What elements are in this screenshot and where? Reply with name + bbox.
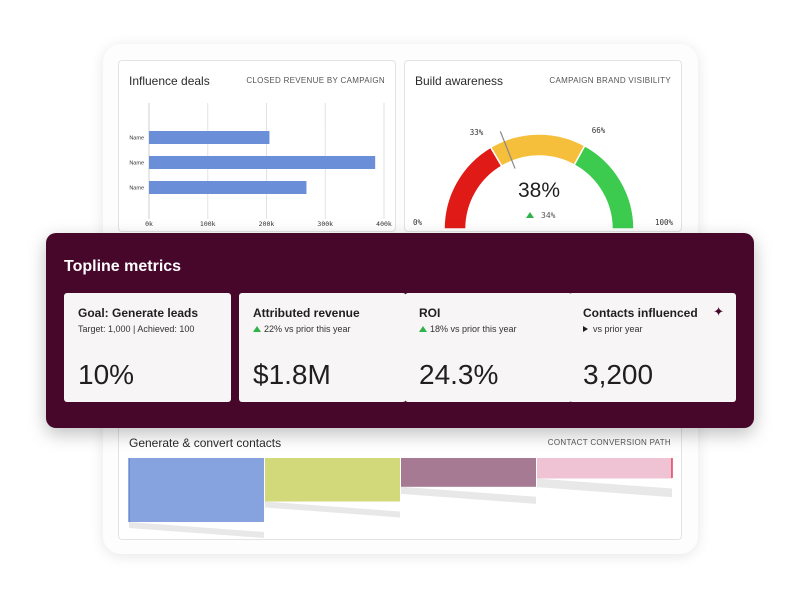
x-tick-label: 400k (376, 220, 392, 228)
trend-neutral-icon (583, 326, 588, 332)
influence-bar-chart: 0k 100k 200k 300k 400k Name Name Name (129, 103, 392, 228)
funnel-stage[interactable] (401, 458, 536, 487)
gauge-max-label: 100% (655, 218, 674, 227)
metric-subtext: 18% vs prior this year (419, 324, 517, 334)
metric-value: 24.3% (419, 359, 499, 390)
convert-contacts-subtitle: CONTACT CONVERSION PATH (547, 438, 671, 447)
build-awareness-title: Build awareness (415, 74, 504, 88)
gauge-value: 38% (518, 179, 560, 202)
metric-value: 3,200 (583, 359, 654, 390)
conversion-path-chart (128, 458, 673, 538)
gauge-delta: 34% (541, 211, 556, 220)
x-tick-label: 300k (317, 220, 333, 228)
trend-up-icon (419, 326, 427, 332)
metric-subtext-text: Target: 1,000 | Achieved: 100 (78, 324, 195, 334)
metric-label: Attributed revenue (253, 306, 360, 320)
x-tick-label: 200k (259, 220, 275, 228)
metric-card-contacts-influenced[interactable]: Contacts influenced ✦ vs prior year 3,20… (569, 293, 736, 402)
metric-label: Contacts influenced (583, 306, 698, 320)
gauge-band-label: 33% (470, 128, 484, 137)
build-awareness-subtitle: CAMPAIGN BRAND VISIBILITY (549, 76, 671, 85)
dropoff-band (537, 478, 672, 498)
convert-contacts-card: Generate & convert contacts CONTACT CONV… (118, 425, 682, 540)
gauge-band (489, 133, 586, 168)
bar[interactable] (149, 131, 270, 144)
bar[interactable] (149, 181, 307, 194)
funnel-stage[interactable] (129, 458, 264, 522)
metric-card-roi[interactable]: ROI 18% vs prior this year 24.3% (405, 293, 572, 402)
metric-label: ROI (419, 306, 441, 320)
metric-subtext-text: 18% vs prior this year (430, 324, 517, 334)
influence-deals-subtitle: CLOSED REVENUE BY CAMPAIGN (246, 76, 385, 85)
trend-up-icon (253, 326, 261, 332)
dropoff-band (265, 501, 400, 518)
topline-metrics-title: Topline metrics (64, 258, 182, 275)
x-tick-label: 0k (145, 220, 153, 228)
influence-deals-title: Influence deals (129, 74, 210, 88)
dropoff-band (129, 522, 264, 538)
metric-value: $1.8M (253, 359, 331, 390)
y-category-label: Name (129, 136, 144, 142)
metric-subtext: Target: 1,000 | Achieved: 100 (78, 324, 194, 334)
y-category-label: Name (129, 161, 144, 167)
funnel-stage[interactable] (265, 458, 400, 502)
dropoff-band (401, 486, 536, 504)
metric-subtext: 22% vs prior this year (253, 324, 351, 334)
gauge-min-label: 0% (413, 218, 423, 227)
bar[interactable] (149, 156, 376, 169)
y-category-label: Name (129, 186, 144, 192)
brand-visibility-gauge: 33% 66% 0% 100% 38% 34% (413, 126, 674, 230)
metric-value: 10% (78, 359, 135, 390)
influence-deals-card: Influence deals CLOSED REVENUE BY CAMPAI… (118, 60, 396, 232)
metric-card-attributed-revenue[interactable]: Attributed revenue 22% vs prior this yea… (239, 293, 406, 402)
metric-card-generate-leads[interactable]: Goal: Generate leads Target: 1,000 | Ach… (64, 293, 231, 402)
funnel-stage[interactable] (537, 458, 672, 479)
gauge-band (573, 144, 635, 230)
gauge-needle (499, 131, 516, 169)
sparkle-icon[interactable]: ✦ (713, 304, 724, 319)
convert-contacts-title: Generate & convert contacts (129, 436, 282, 450)
gauge-band-label: 66% (592, 126, 606, 135)
build-awareness-card: Build awareness CAMPAIGN BRAND VISIBILIT… (404, 60, 682, 232)
metric-label: Goal: Generate leads (78, 306, 199, 320)
x-tick-label: 100k (200, 220, 216, 228)
gauge-band (443, 146, 503, 230)
topline-metrics-panel: Topline metrics Goal: Generate leads Tar… (46, 233, 754, 428)
metric-subtext-text: vs prior year (593, 324, 643, 334)
metric-subtext: vs prior year (583, 324, 643, 334)
trend-up-icon (526, 212, 534, 218)
metric-subtext-text: 22% vs prior this year (264, 324, 351, 334)
